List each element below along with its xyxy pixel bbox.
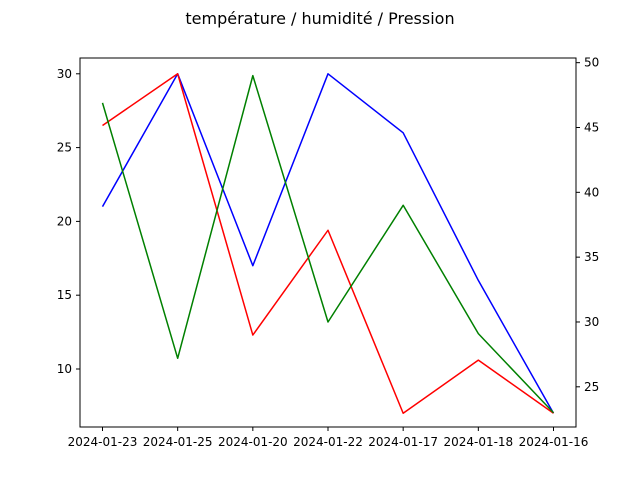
right-y-tick-label: 45 <box>584 120 599 134</box>
series-layer <box>102 74 553 413</box>
right-y-tick-label: 40 <box>584 185 599 199</box>
right-y-tick-label: 35 <box>584 250 599 264</box>
left-y-tick-label: 30 <box>57 67 72 81</box>
left-y-tick-label: 10 <box>57 362 72 376</box>
plot-frame <box>80 58 576 427</box>
x-tick-label: 2024-01-22 <box>293 435 363 449</box>
left-y-tick-label: 25 <box>57 141 72 155</box>
series-line-3 <box>103 76 554 413</box>
x-tick-label: 2024-01-20 <box>218 435 288 449</box>
series-line-2 <box>103 74 554 413</box>
x-tick-label: 2024-01-25 <box>143 435 213 449</box>
axes-layer: 2024-01-23 2024-01-25 2024-01-20 2024-01-22… <box>57 56 600 449</box>
right-y-tick-label: 50 <box>584 56 599 70</box>
x-tick-label: 2024-01-16 <box>519 435 589 449</box>
left-y-tick-label: 15 <box>57 288 72 302</box>
x-tick-label: 2024-01-23 <box>68 435 138 449</box>
chart-title: température / humidité / Pression <box>185 9 454 28</box>
x-tick-label: 2024-01-17 <box>368 435 438 449</box>
series-line-1 <box>103 74 554 413</box>
right-y-tick-label: 30 <box>584 315 599 329</box>
x-tick-label: 2024-01-18 <box>443 435 513 449</box>
left-y-tick-label: 20 <box>57 214 72 228</box>
right-y-tick-label: 25 <box>584 380 599 394</box>
